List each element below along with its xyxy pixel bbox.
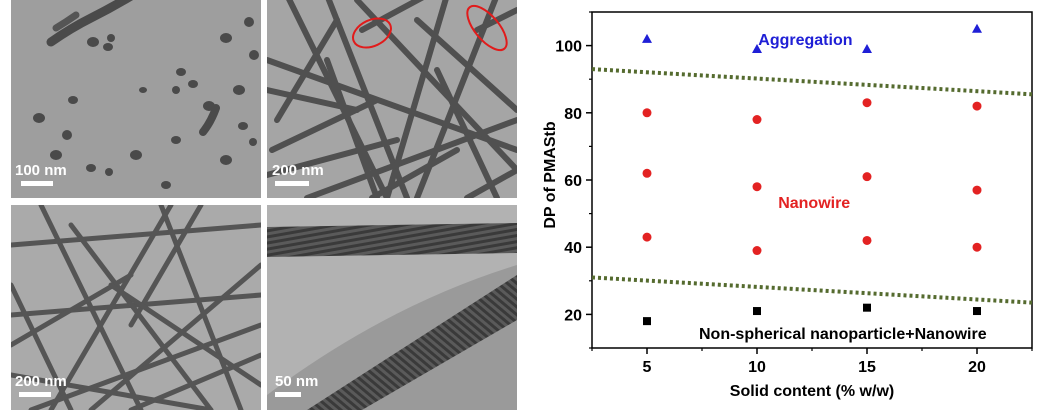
scale-bar-d <box>275 392 301 397</box>
scale-bar-c <box>19 392 51 397</box>
y-tick-label: 40 <box>564 240 582 257</box>
scale-label-b: 200 nm <box>272 162 324 179</box>
scale-label-a: 100 nm <box>15 162 67 179</box>
scale-label-c: 200 nm <box>15 373 67 390</box>
tem-image-d <box>267 205 517 410</box>
axis-ticks: 5 10 15 20 20 40 60 80 100 <box>555 11 1033 376</box>
phase-boundary-line <box>591 275 1033 305</box>
phase-label: Nanowire <box>778 195 850 212</box>
tem-panel-b: 200 nm <box>267 0 517 198</box>
nanowire-point <box>642 232 652 242</box>
x-tick-label: 20 <box>968 359 986 376</box>
tem-panel-c: 200 nm <box>11 205 261 410</box>
scale-label-d: 50 nm <box>275 373 319 390</box>
nanoparticle-point <box>863 303 871 312</box>
tem-image-a <box>11 0 261 198</box>
phase-label: Non-spherical nanoparticle+Nanowire <box>699 326 987 343</box>
nanowire-point <box>642 168 652 178</box>
tem-panel-a: 100 nm <box>11 0 261 198</box>
y-tick-label: 100 <box>555 39 582 56</box>
nanoparticle-point <box>753 307 761 316</box>
nanowire-point <box>752 115 762 125</box>
scale-bar-b <box>275 181 309 186</box>
aggregation-point <box>972 23 982 33</box>
aggregation-point <box>752 43 762 53</box>
nanowire-point <box>752 246 762 256</box>
y-axis-label: DP of PMAStb <box>542 121 559 228</box>
nanowire-point <box>752 182 762 192</box>
dp-vs-solid-content-chart: 5 10 15 20 20 40 60 80 100 Aggregation Nanowire No… <box>542 11 1033 400</box>
x-tick-label: 15 <box>858 359 876 376</box>
scale-bar-a <box>21 181 53 186</box>
tem-image-b <box>267 0 517 198</box>
nanowire-point <box>972 101 982 111</box>
y-tick-label: 80 <box>564 106 582 123</box>
nanowire-point <box>972 242 982 252</box>
x-tick-label: 5 <box>643 359 652 376</box>
nanowire-point <box>972 185 982 195</box>
phase-annotations: Aggregation Nanowire Non-spherical nanopar… <box>699 32 987 343</box>
nanoparticle-point <box>643 317 651 326</box>
aggregation-point <box>862 43 872 53</box>
x-axis-label: Solid content (% w/w) <box>730 383 894 400</box>
tem-image-c <box>11 205 261 410</box>
tem-panel-d: 50 nm <box>267 205 517 410</box>
phase-label: Aggregation <box>758 32 852 49</box>
data-points <box>642 23 982 326</box>
x-tick-label: 10 <box>748 359 766 376</box>
nanowire-point <box>642 108 652 118</box>
nanowire-point <box>862 172 872 182</box>
nanoparticle-point <box>973 307 981 316</box>
nanowire-point <box>862 235 872 245</box>
aggregation-point <box>642 33 652 43</box>
phase-boundaries <box>591 67 1033 305</box>
y-tick-label: 60 <box>564 173 582 190</box>
y-tick-label: 20 <box>564 307 582 324</box>
nanowire-point <box>862 98 872 108</box>
phase-boundary-line <box>591 67 1033 97</box>
